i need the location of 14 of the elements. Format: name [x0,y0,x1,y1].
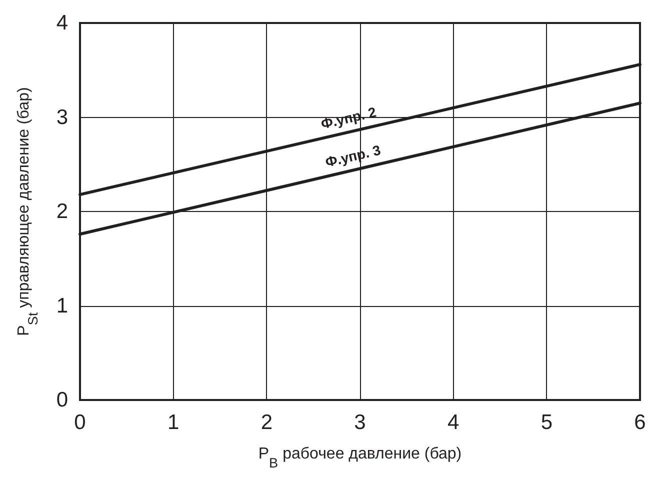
x-tick-label: 0 [74,411,86,434]
y-tick-label: 2 [56,200,68,223]
x-tick-label: 3 [354,411,366,434]
y-tick-label: 3 [56,106,68,129]
y-tick-label: 4 [56,12,68,34]
x-tick-label: 6 [634,411,646,434]
y-axis-title: PSt управляющее давление (бар) [16,87,40,336]
x-tick-label: 2 [260,411,273,434]
x-tick-label: 4 [447,411,460,434]
y-tick-label: 0 [56,388,68,412]
text: Ф.упр. 3 [324,142,382,170]
x-tick-label: 5 [540,411,553,434]
y-tick-label: 1 [56,294,68,318]
x-tick-label: 1 [167,411,180,434]
